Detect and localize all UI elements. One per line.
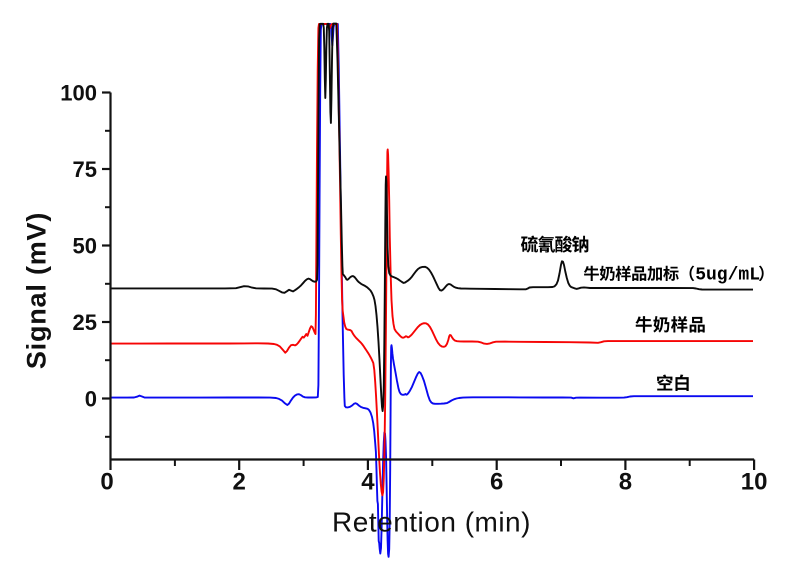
svg-text:6: 6 xyxy=(490,469,503,496)
svg-text:0: 0 xyxy=(100,469,113,496)
svg-text:Signal (mV): Signal (mV) xyxy=(22,212,52,369)
svg-text:0: 0 xyxy=(85,386,97,411)
svg-text:100: 100 xyxy=(60,80,97,105)
svg-text:8: 8 xyxy=(619,469,632,496)
svg-text:50: 50 xyxy=(73,233,97,258)
svg-text:4: 4 xyxy=(361,469,375,496)
svg-text:25: 25 xyxy=(73,310,97,335)
svg-text:5ug/mL: 5ug/mL xyxy=(695,266,760,286)
svg-text:75: 75 xyxy=(73,157,97,182)
svg-text:10: 10 xyxy=(741,469,768,496)
svg-text:Retention (min): Retention (min) xyxy=(332,507,531,538)
svg-text:2: 2 xyxy=(233,469,246,496)
